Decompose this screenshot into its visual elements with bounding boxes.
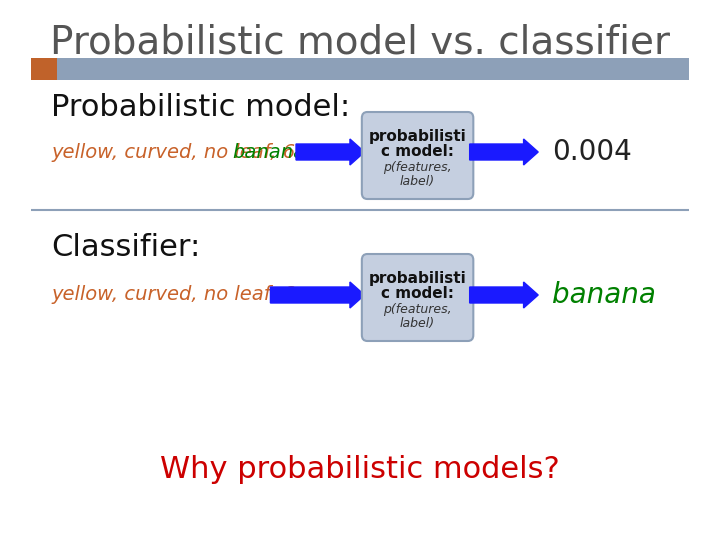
FancyBboxPatch shape — [31, 58, 689, 80]
Text: probabilisti: probabilisti — [369, 272, 467, 287]
Text: 0.004: 0.004 — [552, 138, 631, 166]
Text: p(features,: p(features, — [383, 303, 452, 316]
Polygon shape — [271, 282, 364, 308]
Polygon shape — [469, 282, 539, 308]
Text: Probabilistic model:: Probabilistic model: — [51, 93, 350, 123]
Text: p(features,: p(features, — [383, 161, 452, 174]
Polygon shape — [469, 139, 539, 165]
Text: Why probabilistic models?: Why probabilistic models? — [160, 456, 560, 484]
Text: banana: banana — [552, 281, 656, 309]
Text: label): label) — [400, 316, 435, 329]
FancyBboxPatch shape — [362, 112, 473, 199]
Text: yellow, curved, no leaf, 6oz,: yellow, curved, no leaf, 6oz, — [51, 143, 330, 161]
Polygon shape — [296, 139, 364, 165]
Text: probabilisti: probabilisti — [369, 130, 467, 145]
Text: Classifier:: Classifier: — [51, 233, 200, 262]
FancyBboxPatch shape — [31, 58, 57, 80]
FancyBboxPatch shape — [362, 254, 473, 341]
Text: c model:: c model: — [381, 287, 454, 301]
Text: label): label) — [400, 174, 435, 187]
Text: yellow, curved, no leaf, 6oz: yellow, curved, no leaf, 6oz — [51, 286, 318, 305]
Text: c model:: c model: — [381, 145, 454, 159]
Text: banana: banana — [232, 143, 305, 161]
Text: Probabilistic model vs. classifier: Probabilistic model vs. classifier — [50, 23, 670, 61]
